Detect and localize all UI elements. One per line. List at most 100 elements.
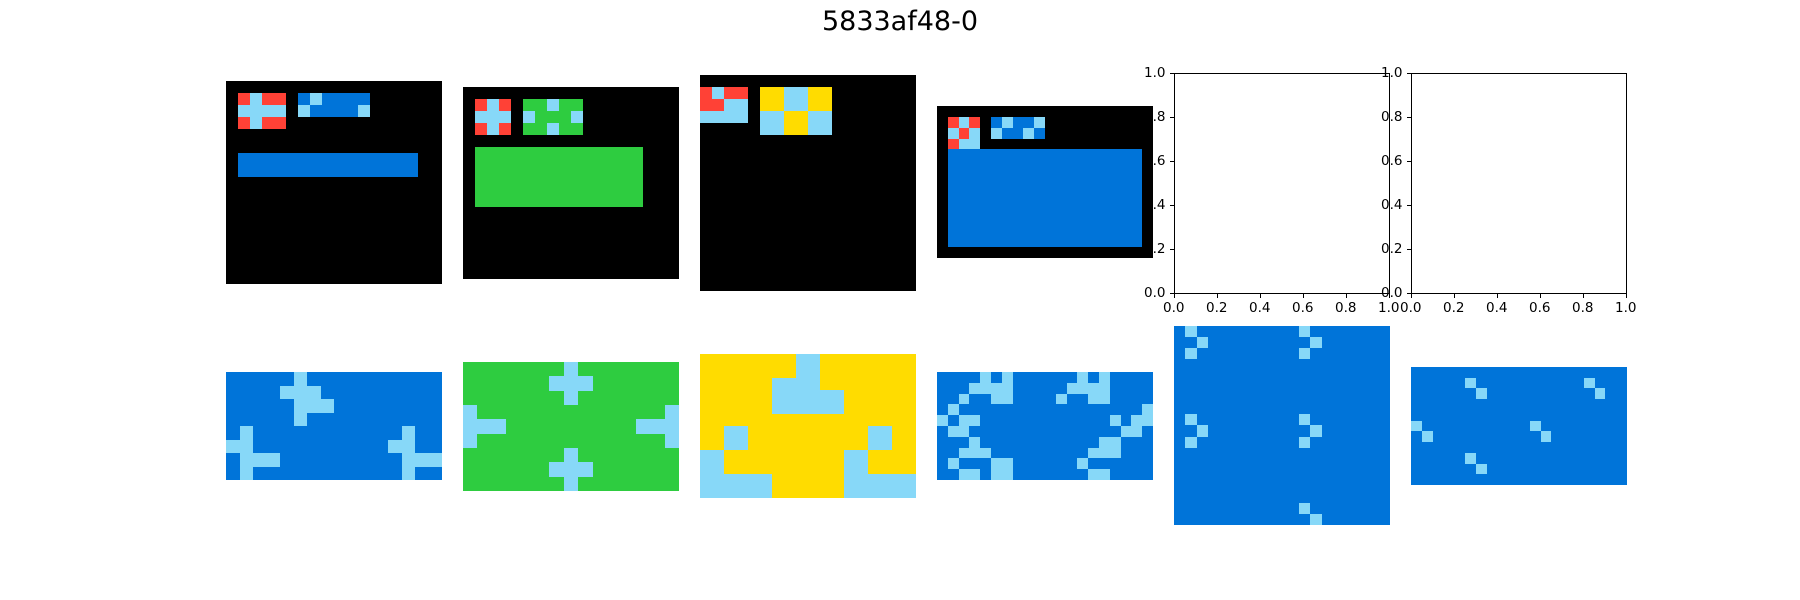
- grid-cell: [700, 147, 712, 159]
- grid-cell: [991, 160, 1002, 172]
- grid-cell: [1355, 359, 1368, 371]
- grid-cell: [724, 279, 736, 291]
- grid-cell: [1196, 447, 1209, 459]
- grid-cell: [1045, 415, 1056, 426]
- grid-cell: [1230, 392, 1243, 404]
- grid-cell: [310, 152, 322, 165]
- grid-cell: [607, 255, 619, 267]
- grid-cell: [1355, 403, 1368, 415]
- grid-cell: [1465, 474, 1476, 485]
- grid-cell: [904, 123, 916, 135]
- y-tick-label: 1.0: [1381, 65, 1403, 81]
- grid-cell: [1594, 377, 1606, 389]
- grid-cell: [724, 426, 736, 438]
- grid-cell: [880, 87, 892, 99]
- grid-cell: [334, 385, 348, 399]
- grid-cell: [1562, 367, 1573, 378]
- grid-cell: [947, 214, 959, 226]
- grid-cell: [1367, 480, 1379, 492]
- grid-cell: [947, 426, 959, 437]
- grid-cell: [1055, 160, 1067, 172]
- grid-cell: [844, 462, 856, 474]
- grid-cell: [635, 419, 651, 434]
- grid-cell: [631, 87, 643, 99]
- grid-cell: [1142, 458, 1153, 470]
- grid-cell: [1066, 236, 1078, 248]
- grid-cell: [1174, 491, 1186, 503]
- grid-cell: [832, 390, 844, 402]
- grid-cell: [606, 404, 622, 420]
- grid-cell: [772, 111, 784, 123]
- grid-cell: [947, 171, 959, 182]
- grid-cell: [250, 224, 262, 237]
- grid-cell: [1023, 192, 1035, 204]
- grid-cell: [394, 260, 406, 273]
- grid-cell: [991, 372, 1002, 383]
- grid-cell: [239, 372, 253, 386]
- grid-cell: [1287, 491, 1300, 503]
- grid-cell: [523, 147, 535, 159]
- grid-cell: [307, 453, 321, 467]
- grid-cell: [1264, 469, 1277, 481]
- grid-cell: [226, 248, 238, 261]
- grid-cell: [583, 207, 595, 219]
- grid-cell: [1287, 447, 1300, 459]
- grid-cell: [346, 236, 358, 249]
- grid-cell: [1253, 458, 1265, 470]
- grid-cell: [534, 362, 550, 377]
- grid-cell: [1299, 447, 1311, 459]
- grid-cell: [430, 272, 442, 284]
- grid-cell: [310, 140, 322, 153]
- grid-cell: [595, 159, 607, 171]
- grid-cell: [250, 116, 262, 129]
- grid-cell: [334, 152, 346, 165]
- grid-cell: [958, 181, 970, 193]
- grid-cell: [430, 260, 442, 273]
- grid-cell: [820, 462, 832, 474]
- grid-cell: [712, 159, 724, 171]
- grid-cell: [1045, 436, 1056, 448]
- grid-cell: [266, 412, 280, 426]
- grid-cell: [1519, 420, 1530, 432]
- grid-cell: [655, 111, 667, 123]
- grid-cell: [1508, 409, 1519, 421]
- grid-cell: [1023, 236, 1035, 248]
- grid-cell: [239, 385, 253, 399]
- grid-cell: [1045, 426, 1056, 437]
- grid-cell: [1196, 513, 1209, 525]
- grid-cell: [430, 176, 442, 189]
- grid-cell: [832, 474, 844, 486]
- x-tick-mark: [1174, 294, 1175, 298]
- grid-cell: [346, 116, 358, 129]
- grid-cell: [1367, 436, 1379, 448]
- grid-cell: [1367, 403, 1379, 415]
- grid-cell: [1497, 367, 1509, 378]
- grid-cell: [388, 426, 402, 440]
- grid-cell: [712, 255, 724, 267]
- grid-cell: [820, 207, 832, 219]
- grid-cell: [1411, 388, 1422, 400]
- grid-cell: [250, 236, 262, 249]
- grid-cell: [547, 243, 559, 255]
- grid-cell: [892, 426, 904, 438]
- grid-cell: [892, 231, 904, 243]
- grid-cell: [631, 147, 643, 159]
- grid-cell: [1230, 513, 1243, 525]
- grid-cell: [559, 219, 571, 231]
- grid-cell: [856, 279, 868, 291]
- grid-cell: [969, 203, 981, 215]
- grid-cell: [491, 462, 507, 477]
- grid-cell: [499, 87, 511, 99]
- grid-cell: [844, 279, 856, 291]
- grid-cell: [1066, 192, 1078, 204]
- grid-cell: [844, 219, 856, 231]
- grid-cell: [491, 376, 507, 391]
- grid-cell: [1012, 426, 1024, 437]
- grid-cell: [643, 195, 655, 207]
- grid-cell: [980, 458, 991, 470]
- grid-cell: [1355, 392, 1368, 404]
- grid-cell: [1034, 181, 1045, 193]
- grid-cell: [592, 362, 607, 377]
- grid-cell: [760, 135, 772, 147]
- grid-cell: [736, 450, 748, 462]
